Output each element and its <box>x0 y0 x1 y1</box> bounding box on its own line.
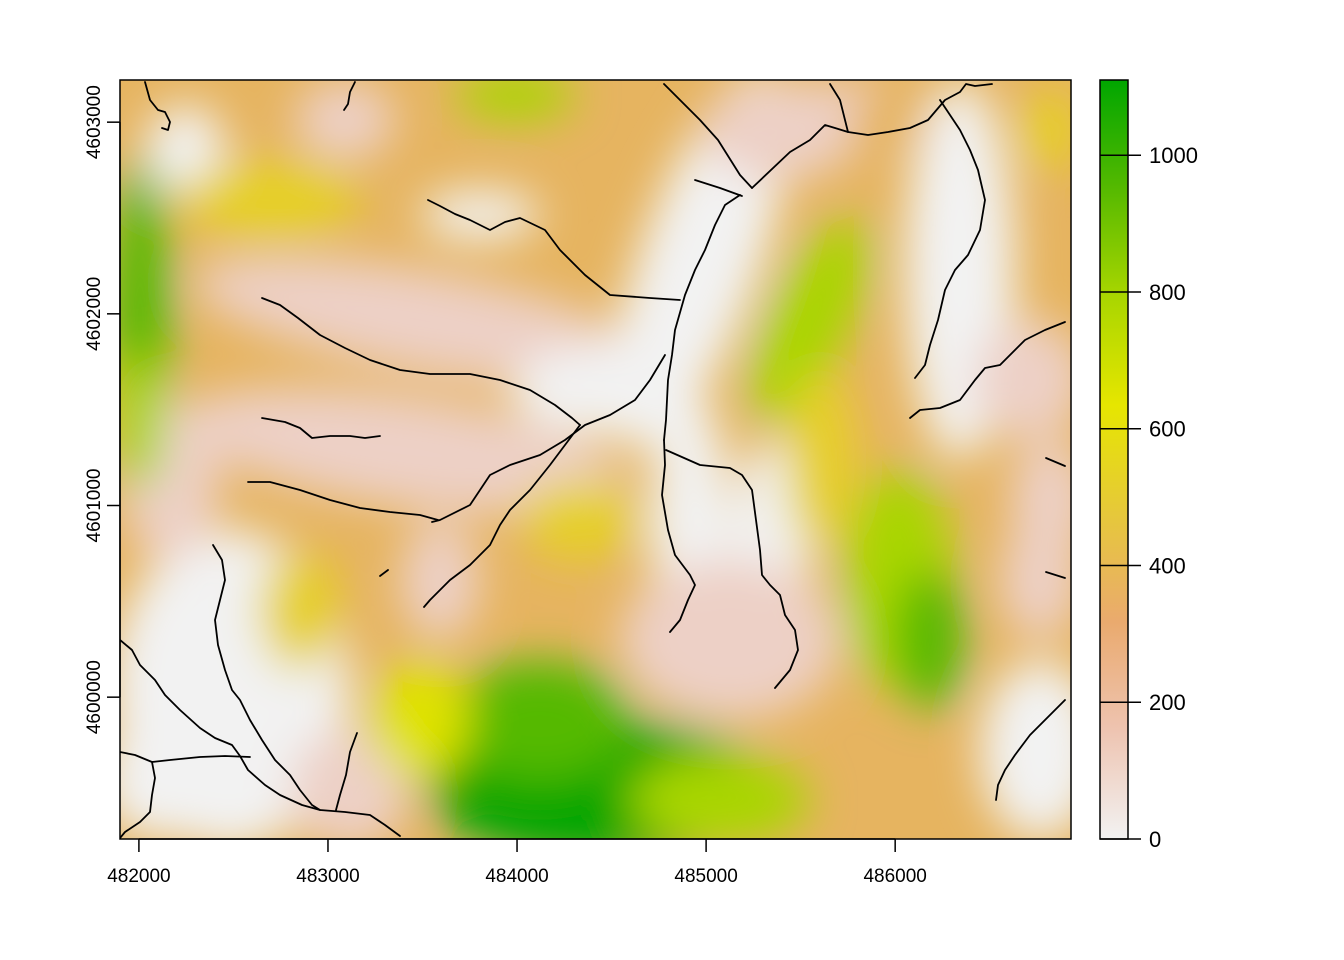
y-tick-label: 4601000 <box>84 469 105 543</box>
stream-line <box>379 569 389 577</box>
x-tick-label: 484000 <box>485 866 548 887</box>
stream-line <box>694 179 743 197</box>
stream-line <box>335 732 358 811</box>
x-tick-label: 485000 <box>674 866 737 887</box>
stream-line <box>427 199 681 301</box>
colorbar-legend: 0 200 400 600 800 1000 <box>1099 79 1198 852</box>
colorbar-tick-label: 0 <box>1149 827 1161 852</box>
stream-line <box>1045 571 1066 579</box>
stream-line <box>212 544 321 811</box>
elevation-raster <box>120 80 1071 839</box>
stream-line <box>247 481 439 521</box>
stream-line <box>261 417 381 439</box>
y-tick-label: 4603000 <box>84 85 105 159</box>
colorbar-tick-label: 400 <box>1149 553 1186 578</box>
stream-line <box>665 449 799 689</box>
stream-line <box>423 424 581 608</box>
stream-line <box>751 124 849 189</box>
stream-line <box>431 354 666 523</box>
colorbar-tick-label: 800 <box>1149 280 1186 305</box>
colorbar-tick-label: 1000 <box>1149 143 1198 168</box>
stream-line <box>995 699 1066 801</box>
stream-line <box>120 751 156 839</box>
stream-line <box>261 297 581 426</box>
x-tick-label: 482000 <box>107 866 170 887</box>
stream-network <box>120 81 1066 839</box>
stream-line <box>909 321 1066 419</box>
stream-line <box>914 99 986 379</box>
stream-line <box>663 194 741 441</box>
stream-line <box>1045 457 1066 467</box>
stream-line <box>144 81 171 131</box>
stream-line <box>343 81 356 111</box>
stream-line <box>661 439 696 633</box>
stream-line <box>829 83 993 136</box>
colorbar-tick-label: 200 <box>1149 690 1186 715</box>
colorbar-tick-label: 600 <box>1149 417 1186 442</box>
y-axis: 4600000 4601000 4602000 4603000 <box>84 85 121 734</box>
stream-line <box>663 83 753 189</box>
y-tick-label: 4602000 <box>84 277 105 351</box>
x-tick-label: 486000 <box>863 866 926 887</box>
x-axis: 482000 483000 484000 485000 486000 <box>107 838 927 887</box>
colorbar-gradient <box>1099 79 1129 840</box>
y-tick-label: 4600000 <box>84 660 105 734</box>
x-tick-label: 483000 <box>296 866 359 887</box>
stream-line <box>151 755 251 763</box>
